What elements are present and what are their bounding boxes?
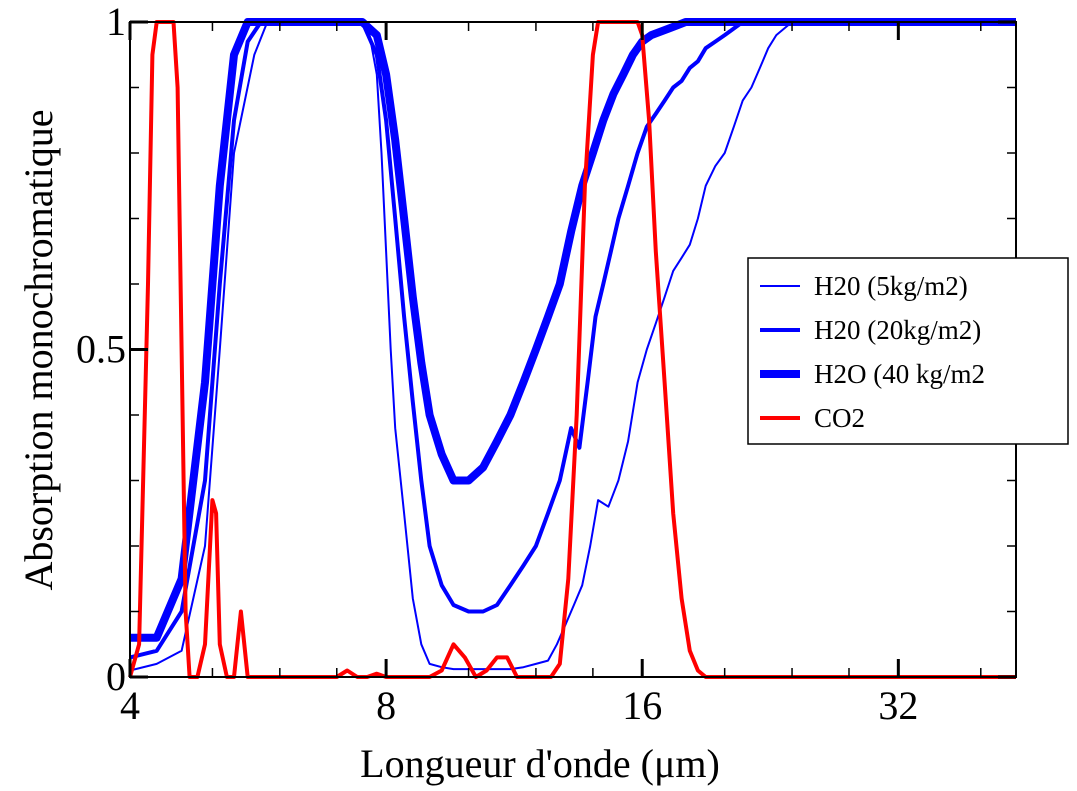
x-tick-label: 4 <box>120 683 140 728</box>
y-tick-label: 1 <box>106 0 126 44</box>
y-tick-label: 0 <box>106 654 126 699</box>
y-axis-title: Absorption monochromatique <box>16 109 61 590</box>
legend-label: H20 (20kg/m2) <box>814 315 981 345</box>
legend-label: H20 (5kg/m2) <box>814 271 968 301</box>
x-tick-label: 8 <box>376 683 396 728</box>
legend-label: H2O (40 kg/m2 <box>814 359 985 389</box>
y-tick-label: 0.5 <box>76 327 126 372</box>
legend-box <box>747 257 1069 445</box>
x-tick-label: 16 <box>622 683 662 728</box>
legend: H20 (5kg/m2) H20 (20kg/m2) H2O (40 kg/m2 CO… <box>747 257 1069 445</box>
x-tick-label: 32 <box>878 683 918 728</box>
x-axis-title: Longueur d'onde (μm) <box>360 741 720 786</box>
legend-label: CO2 <box>814 403 865 433</box>
labels-layer: 4 8 16 32 0 0.5 1 <box>76 0 918 728</box>
